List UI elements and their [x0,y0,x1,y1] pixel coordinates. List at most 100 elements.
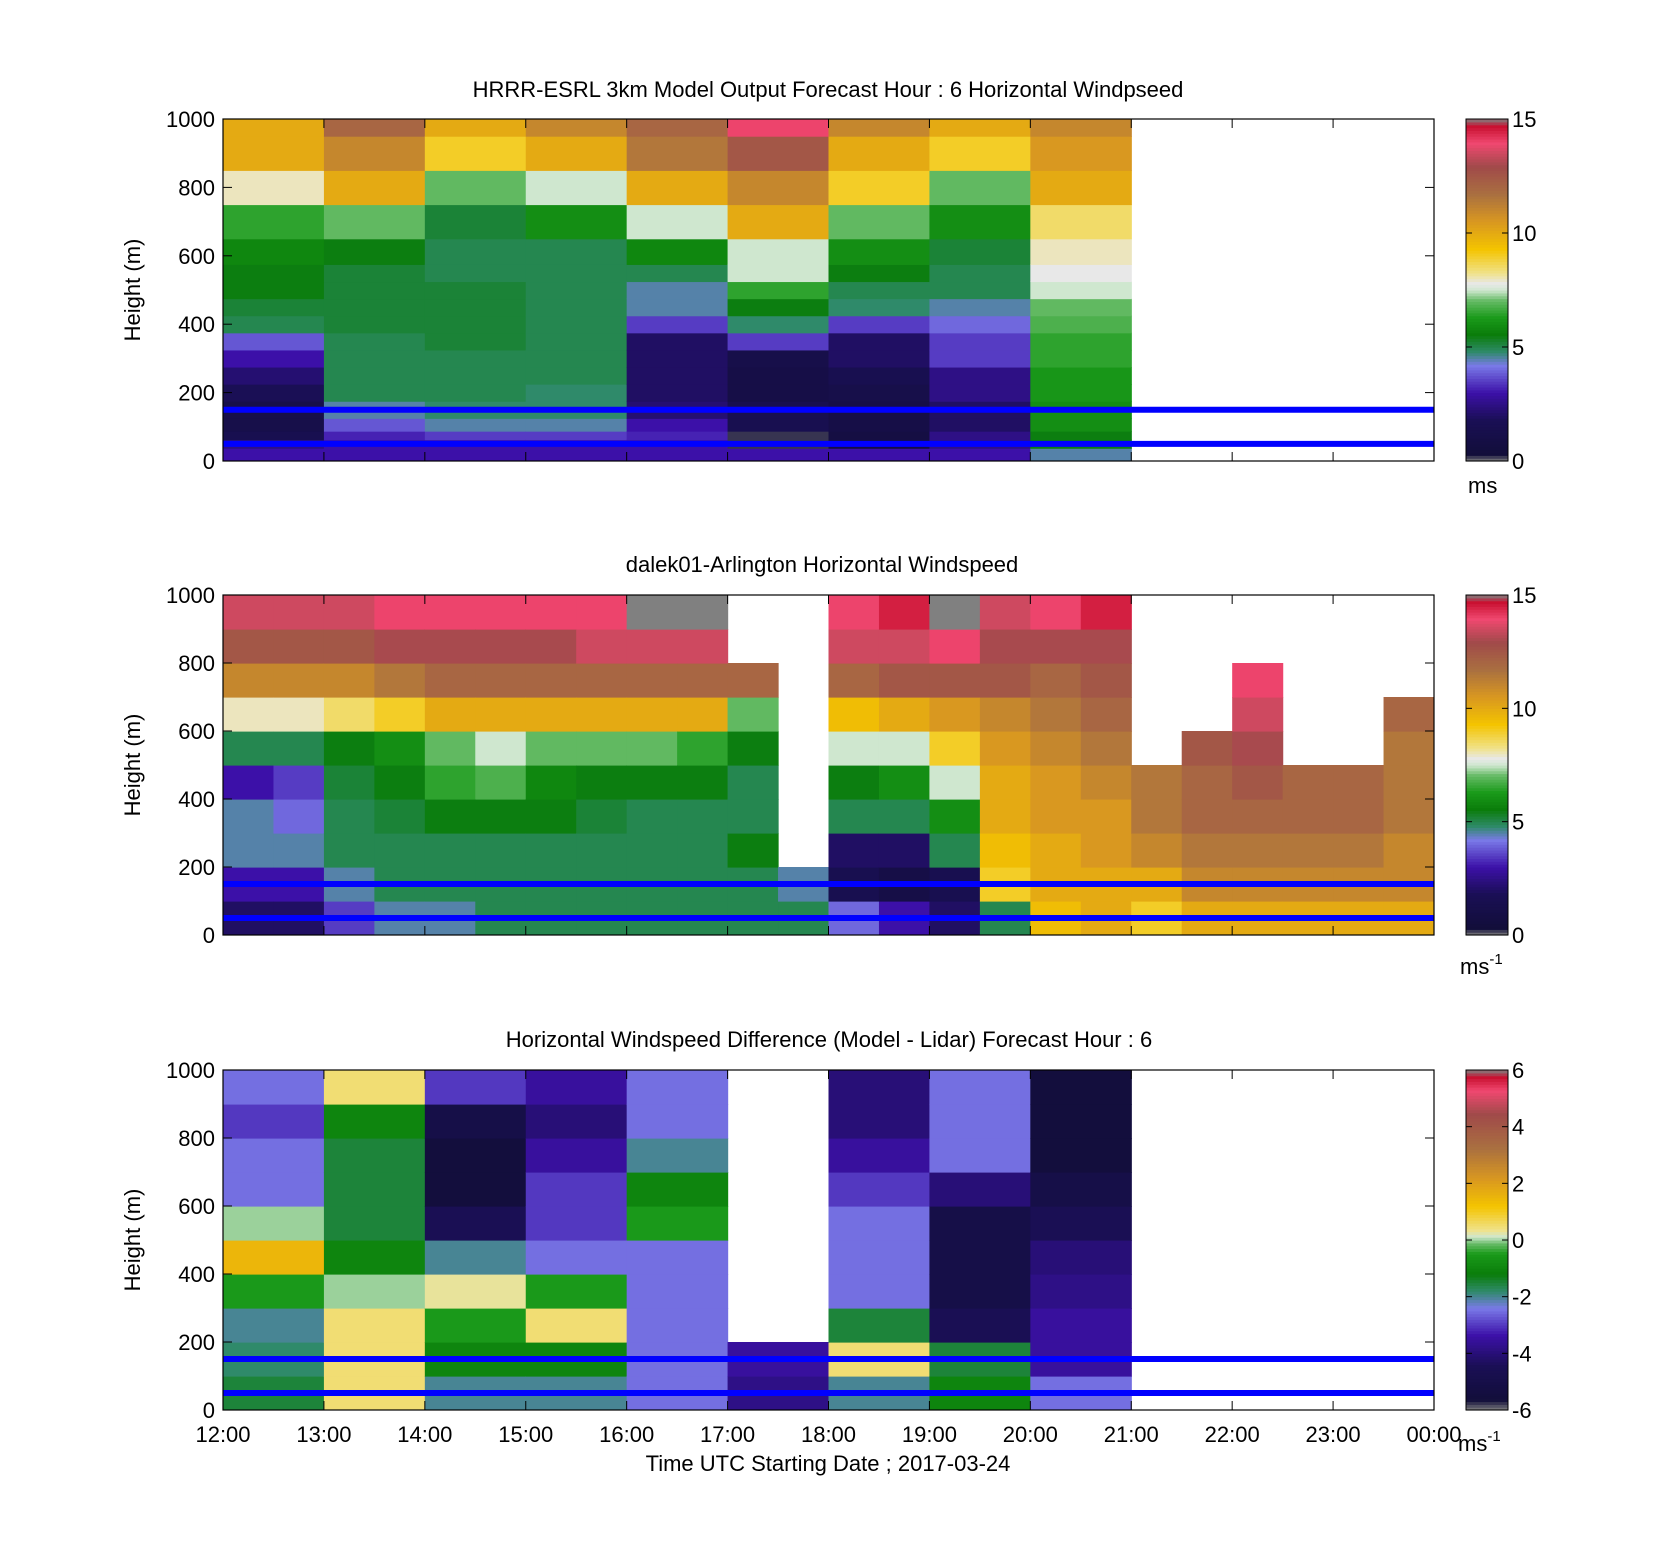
colorbar-swatch [1466,688,1508,692]
colorbar-tick-label: 15 [1512,107,1536,132]
colorbar-swatch [1466,1325,1508,1329]
colorbar-swatch [1466,1265,1508,1269]
heatmap-cell [878,629,931,664]
colorbar-swatch [1466,609,1508,613]
panel-model-reflines [223,406,1434,447]
colorbar-swatch [1466,1200,1508,1204]
colorbar-swatch [1466,235,1508,240]
colorbar-swatch [1466,648,1508,653]
colorbar-tick-label: 0 [1512,449,1524,474]
heatmap-cell [828,1206,931,1241]
colorbar-swatch [1466,458,1508,462]
heatmap-cell [525,332,628,351]
heatmap-cell [929,119,1031,137]
heatmap-cell [223,170,325,206]
colorbar-swatch [1466,167,1508,171]
colorbar-swatch [1466,272,1508,277]
colorbar-swatch [1466,150,1508,154]
colorbar-swatch [1466,307,1508,311]
heatmap-cell [626,281,729,300]
heatmap-cell [929,204,1031,240]
heatmap-cell [979,833,1031,868]
heatmap-cell [1030,1274,1132,1309]
colorbar-swatch [1466,1305,1508,1309]
heatmap-cell [929,238,1031,265]
colorbar-swatch [1466,773,1508,777]
colorbar-swatch [1466,241,1508,245]
colorbar-swatch [1466,1350,1508,1354]
colorbar-swatch [1466,867,1508,871]
heatmap-cell [424,595,476,630]
colorbar-swatch [1466,875,1508,879]
heatmap-cell [979,629,1031,664]
heatmap-cell [1131,799,1183,834]
heatmap-cell [323,366,426,385]
colorbar-swatch [1466,821,1508,826]
colorbar-swatch [1466,915,1508,919]
heatmap-cell [828,663,880,698]
colorbar-swatch [1466,452,1508,456]
colorbar-swatch [1466,1376,1508,1380]
colorbar-swatch [1466,1106,1508,1111]
heatmap-cell [424,1070,527,1105]
heatmap-cell [828,332,931,351]
colorbar-swatch [1466,654,1508,658]
colorbar-swatch [1466,864,1508,868]
heatmap-cell [626,448,729,461]
heatmap-cell [1181,799,1233,834]
colorbar-swatch [1466,198,1508,203]
heatmap-cell [475,731,527,766]
heatmap-cell [424,1308,527,1343]
colorbar-swatch [1466,1378,1508,1383]
heatmap-cell [525,431,628,441]
heatmap-cell [878,731,931,766]
colorbar-swatch [1466,739,1508,743]
heatmap-cell [223,448,325,461]
colorbar-swatch [1466,1333,1508,1337]
colorbar-swatch [1466,301,1508,305]
heatmap-cell [1333,765,1385,800]
heatmap-cell [525,1274,628,1309]
colorbar-swatch [1466,903,1508,908]
colorbar-swatch [1466,1291,1508,1295]
heatmap-cell [626,238,729,265]
heatmap-cell [576,833,628,868]
heatmap-cell [1282,833,1334,868]
colorbar-swatch [1466,1084,1508,1088]
colorbar-swatch [1466,918,1508,922]
y-tick-label: 800 [178,651,215,676]
colorbar-swatch [1466,1228,1508,1233]
heatmap-cell [1080,799,1132,834]
colorbar-swatch [1466,130,1508,134]
colorbar-swatch [1466,1339,1508,1343]
colorbar-swatch [1466,1387,1508,1391]
colorbar-swatch [1466,787,1508,792]
heatmap-cell [223,1274,325,1309]
heatmap-cell [626,366,729,385]
heatmap-cell [525,448,628,461]
colorbar-swatch [1466,742,1508,746]
heatmap-cell [979,697,1031,732]
heatmap-cell [525,765,577,800]
heatmap-cell [626,629,678,664]
colorbar-swatch [1466,668,1508,673]
y-tick-label: 400 [178,1262,215,1287]
colorbar-swatch [1466,719,1508,724]
heatmap-cell [1383,765,1434,800]
colorbar-swatch [1466,426,1508,431]
heatmap-cell [929,765,981,800]
colorbar-swatch [1466,1225,1508,1230]
colorbar-swatch [1466,121,1508,126]
heatmap-cell [576,731,628,766]
heatmap-cell [1030,264,1132,283]
colorbar-swatch [1466,1160,1508,1165]
heatmap-cell [424,170,527,206]
colorbar-swatch [1466,665,1508,670]
colorbar-swatch [1466,409,1508,414]
colorbar-swatch [1466,446,1508,451]
colorbar-swatch [1466,1118,1508,1122]
heatmap-cell [1030,1308,1132,1343]
colorbar-swatch [1466,620,1508,624]
colorbar-swatch [1466,1271,1508,1275]
colorbar-swatch [1466,796,1508,800]
